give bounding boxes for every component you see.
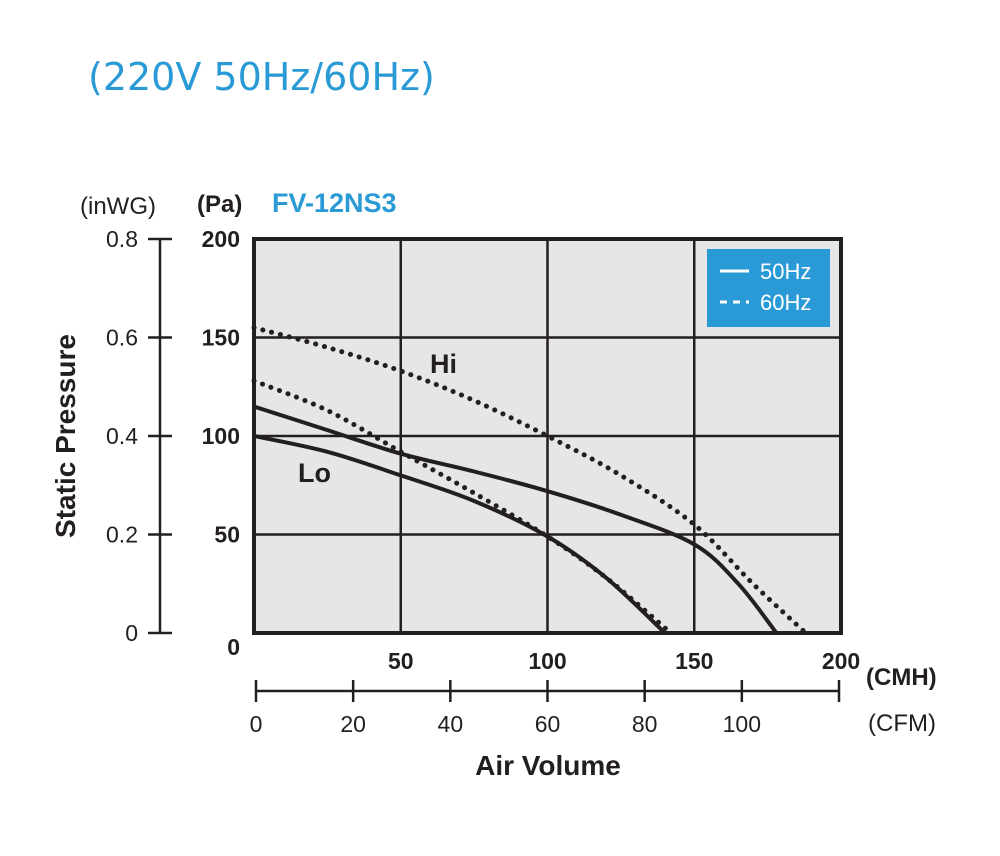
y-tick-label: 200 [202,226,240,252]
chart-title: FV-12NS3 [272,188,397,218]
y2-tick-label: 0.8 [106,226,138,252]
y-axis-title: Static Pressure [50,334,81,538]
series-lo-60hz-line [251,378,674,636]
y-unit-label: (Pa) [197,191,242,218]
x2-tick-label: 80 [632,711,658,737]
y-tick-label: 100 [202,423,240,449]
x2-tick-label: 20 [340,711,366,737]
y2-axis-ticks: 0 0.2 0.4 0.6 0.8 [106,226,172,646]
legend-label-50hz: 50Hz [760,259,811,284]
y-tick-label: 0 [227,634,240,660]
legend-box [707,249,830,327]
y2-tick-label: 0.2 [106,522,138,548]
x-tick-label: 50 [388,648,414,674]
x2-tick-label: 0 [250,711,263,737]
x2-tick-label: 40 [438,711,464,737]
x-unit-label: (CMH) [866,664,937,691]
curve-label-lo: Lo [298,458,331,488]
series-hi-50hz-line [253,404,778,635]
x2-axis-ticks: 0 20 40 60 80 100 [250,680,841,737]
x-tick-label: 200 [822,648,860,674]
series-lo-50hz-line [253,434,667,635]
x-tick-label: 100 [528,648,566,674]
x2-tick-label: 60 [535,711,561,737]
x2-unit-label: (CFM) [868,710,936,737]
curve-label-hi: Hi [430,349,457,379]
y-tick-label: 150 [202,325,240,351]
y2-tick-label: 0 [125,620,138,646]
legend-label-60hz: 60Hz [760,290,811,315]
x2-tick-label: 100 [723,711,761,737]
y-tick-label: 50 [214,522,240,548]
x-axis-ticks: 50 100 150 200 [388,648,860,674]
page-title: (220V 50Hz/60Hz) [88,55,435,99]
x-tick-label: 150 [675,648,713,674]
y2-unit-label: (inWG) [80,193,156,220]
y-axis-ticks: 0 50 100 150 200 [202,226,240,660]
series-group [251,325,809,636]
y2-tick-label: 0.4 [106,423,138,449]
x-axis-title: Air Volume [475,750,621,781]
y2-tick-label: 0.6 [106,325,138,351]
